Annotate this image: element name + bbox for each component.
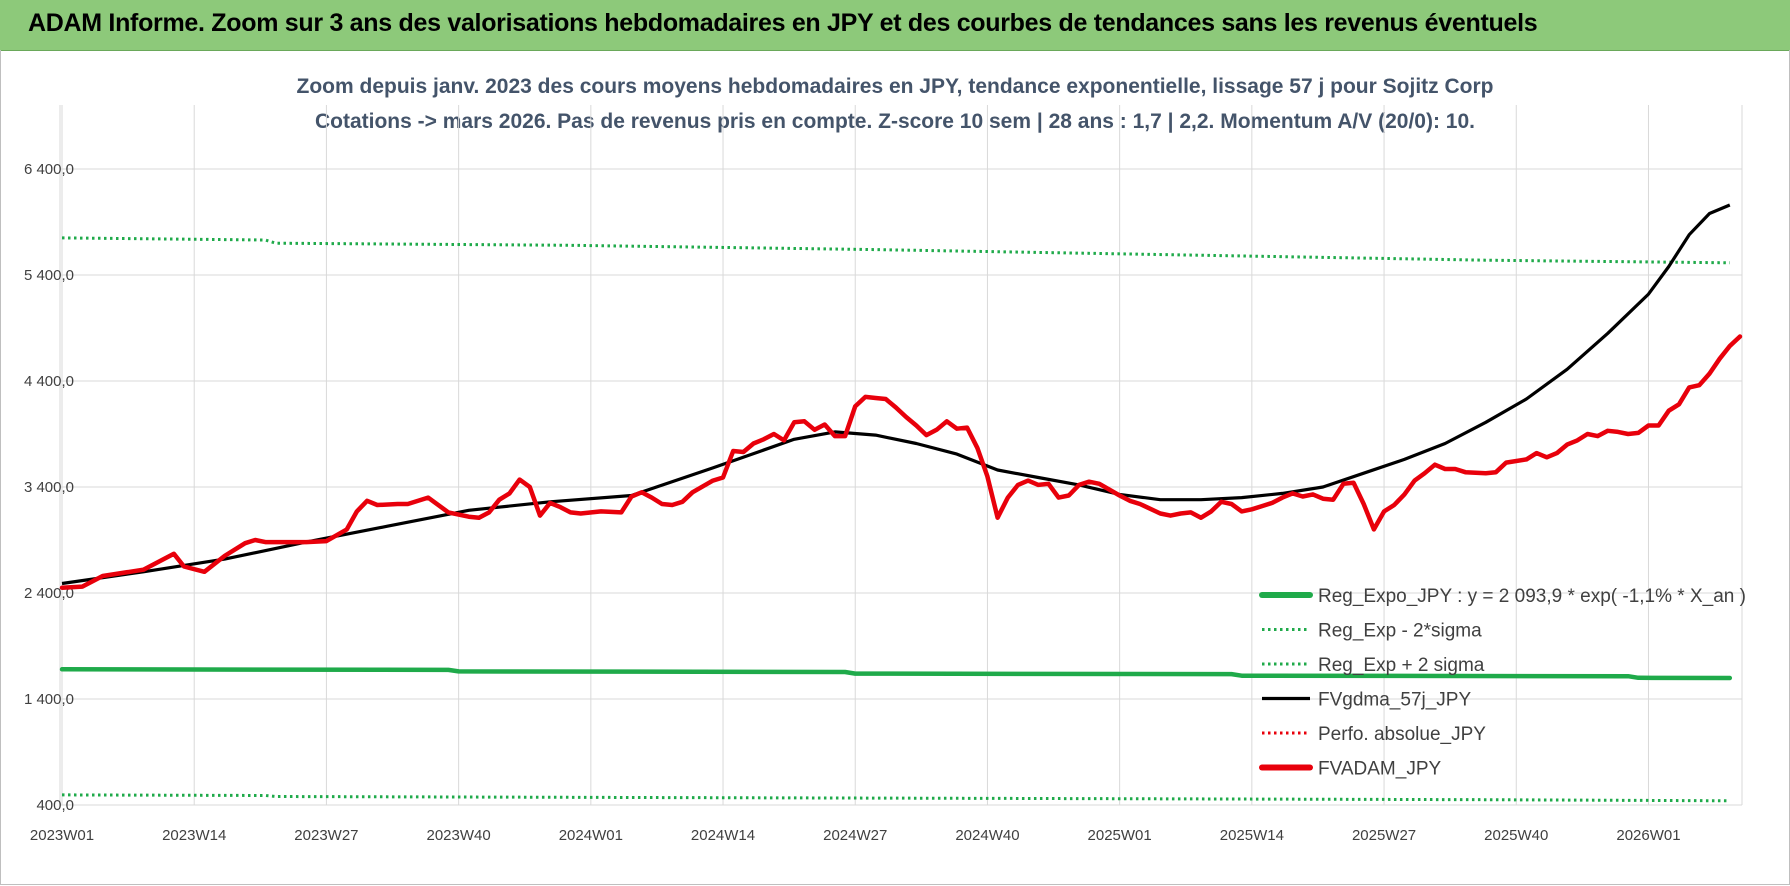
series-line-5: [59, 334, 1743, 590]
x-tick-label: 2026W01: [1616, 827, 1680, 844]
chart-title: Zoom depuis janv. 2023 des cours moyens …: [297, 75, 1494, 98]
report-title: ADAM Informe. Zoom sur 3 ans des valoris…: [28, 9, 1538, 37]
x-tick-label: 2024W27: [823, 827, 887, 844]
legend-label: Reg_Exp - 2*sigma: [1318, 621, 1482, 642]
x-axis: 2023W01 2023W14 2023W27 2023W40 2024W01 2024W…: [30, 827, 1681, 844]
chart-subtitle: Cotations -> mars 2026. Pas de revenus p…: [315, 110, 1475, 133]
legend-label: Reg_Exp + 2 sigma: [1318, 655, 1485, 676]
legend-label: Perfo. absolue_JPY: [1318, 724, 1486, 745]
legend-label: Reg_Expo_JPY : y = 2 093,9 * exp( -1,1% …: [1318, 586, 1746, 607]
y-tick-label: 3 400,0: [24, 479, 74, 496]
x-tick-label: 2023W40: [427, 827, 491, 844]
chart-grid: [59, 105, 1743, 806]
y-tick-label: 4 400,0: [24, 373, 74, 390]
x-tick-label: 2023W27: [294, 827, 358, 844]
x-tick-label: 2023W14: [162, 827, 226, 844]
y-tick-label: 1 400,0: [24, 691, 74, 708]
y-tick-label: 400,0: [36, 797, 74, 814]
report-banner: ADAM Informe. Zoom sur 3 ans des valoris…: [0, 0, 1790, 51]
x-tick-label: 2023W01: [30, 827, 94, 844]
series-line-3: [61, 203, 1731, 586]
x-tick-label: 2025W40: [1484, 827, 1548, 844]
y-tick-label: 6 400,0: [24, 161, 74, 178]
x-tick-label: 2024W14: [691, 827, 755, 844]
legend-label: FVgdma_57j_JPY: [1318, 690, 1471, 711]
y-axis: 400,01 400,02 400,03 400,04 400,05 400,0…: [24, 161, 74, 814]
x-tick-label: 2025W27: [1352, 827, 1416, 844]
chart-series: [59, 203, 1743, 803]
legend-label: FVADAM_JPY: [1318, 759, 1442, 780]
chart-legend: Reg_Expo_JPY : y = 2 093,9 * exp( -1,1% …: [1259, 586, 1746, 780]
x-tick-label: 2025W14: [1220, 827, 1284, 844]
series-line-1: [61, 793, 1730, 803]
series-line-2: [61, 236, 1730, 265]
x-tick-label: 2024W40: [955, 827, 1019, 844]
series-line-0: [59, 667, 1733, 681]
x-tick-label: 2025W01: [1088, 827, 1152, 844]
x-tick-label: 2024W01: [559, 827, 623, 844]
y-tick-label: 5 400,0: [24, 267, 74, 284]
